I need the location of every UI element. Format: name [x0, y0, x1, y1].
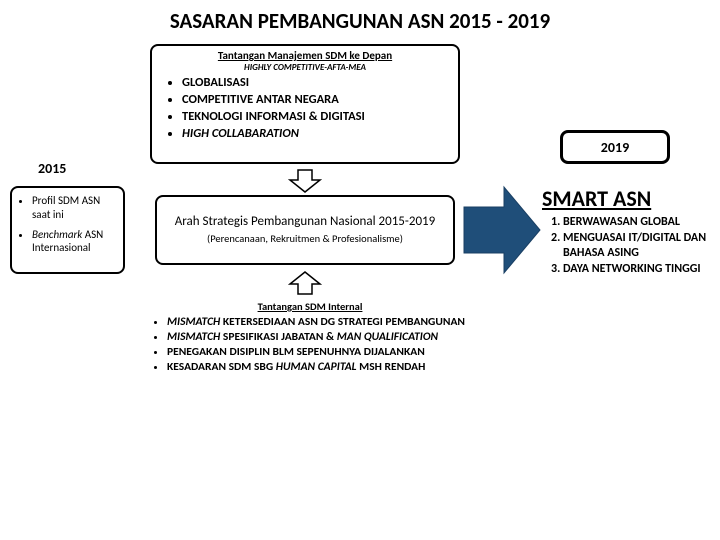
bottom-item: MISMATCH KETERSEDIAAN ASN DG STRATEGI PE… — [167, 315, 475, 330]
smart-item: MENGUASAI IT/DIGITAL DAN BAHASA ASING — [563, 231, 715, 262]
left-item: Benchmark ASN Internasional — [32, 228, 117, 256]
left-box: Profil SDM ASN saat ini Benchmark ASN In… — [10, 186, 125, 274]
left-item: Profil SDM ASN saat ini — [32, 194, 117, 222]
top-list: GLOBALISASI COMPETITIVE ANTAR NEGARA TEK… — [160, 75, 450, 143]
smart-asn-title: SMART ASN — [542, 185, 651, 212]
top-header: Tantangan Manajemen SDM ke Depan — [160, 50, 450, 62]
mid-line2: (Perencanaan, Rekruitmen & Profesionalis… — [165, 232, 445, 245]
top-item: GLOBALISASI — [182, 75, 450, 92]
top-box: Tantangan Manajemen SDM ke Depan HIGHLY … — [150, 44, 460, 164]
top-subheader: HIGHLY COMPETITIVE-AFTA-MEA — [160, 62, 450, 73]
bottom-item: MISMATCH SPESIFIKASI JABATAN & MAN QUALI… — [167, 330, 475, 345]
smart-item: BERWAWASAN GLOBAL — [563, 215, 715, 231]
arrow-up-icon — [288, 270, 322, 296]
slide-title: SASARAN PEMBANGUNAN ASN 2015 - 2019 — [0, 8, 720, 34]
top-item: COMPETITIVE ANTAR NEGARA — [182, 92, 450, 109]
bottom-list: MISMATCH KETERSEDIAAN ASN DG STRATEGI PE… — [145, 315, 475, 375]
bottom-header: Tantangan SDM Internal — [145, 300, 475, 313]
arrow-down-icon — [288, 168, 322, 194]
year-2015-label: 2015 — [38, 160, 66, 177]
bottom-item: KESADARAN SDM SBG HUMAN CAPITAL MSH REND… — [167, 360, 475, 375]
bottom-item: PENEGAKAN DISIPLIN BLM SEPENUHNYA DIJALA… — [167, 345, 475, 360]
middle-box: Arah Strategis Pembangunan Nasional 2015… — [155, 195, 455, 265]
year-2019-box: 2019 — [560, 130, 670, 164]
arrow-right-icon — [462, 185, 542, 275]
top-item: HIGH COLLABARATION — [182, 126, 450, 143]
mid-line1: Arah Strategis Pembangunan Nasional 2015… — [165, 215, 445, 230]
smart-asn-list: BERWAWASAN GLOBAL MENGUASAI IT/DIGITAL D… — [545, 215, 715, 277]
top-item: TEKNOLOGI INFORMASI & DIGITASI — [182, 109, 450, 126]
smart-item: DAYA NETWORKING TINGGI — [563, 262, 715, 278]
bottom-section: Tantangan SDM Internal MISMATCH KETERSED… — [145, 300, 475, 375]
